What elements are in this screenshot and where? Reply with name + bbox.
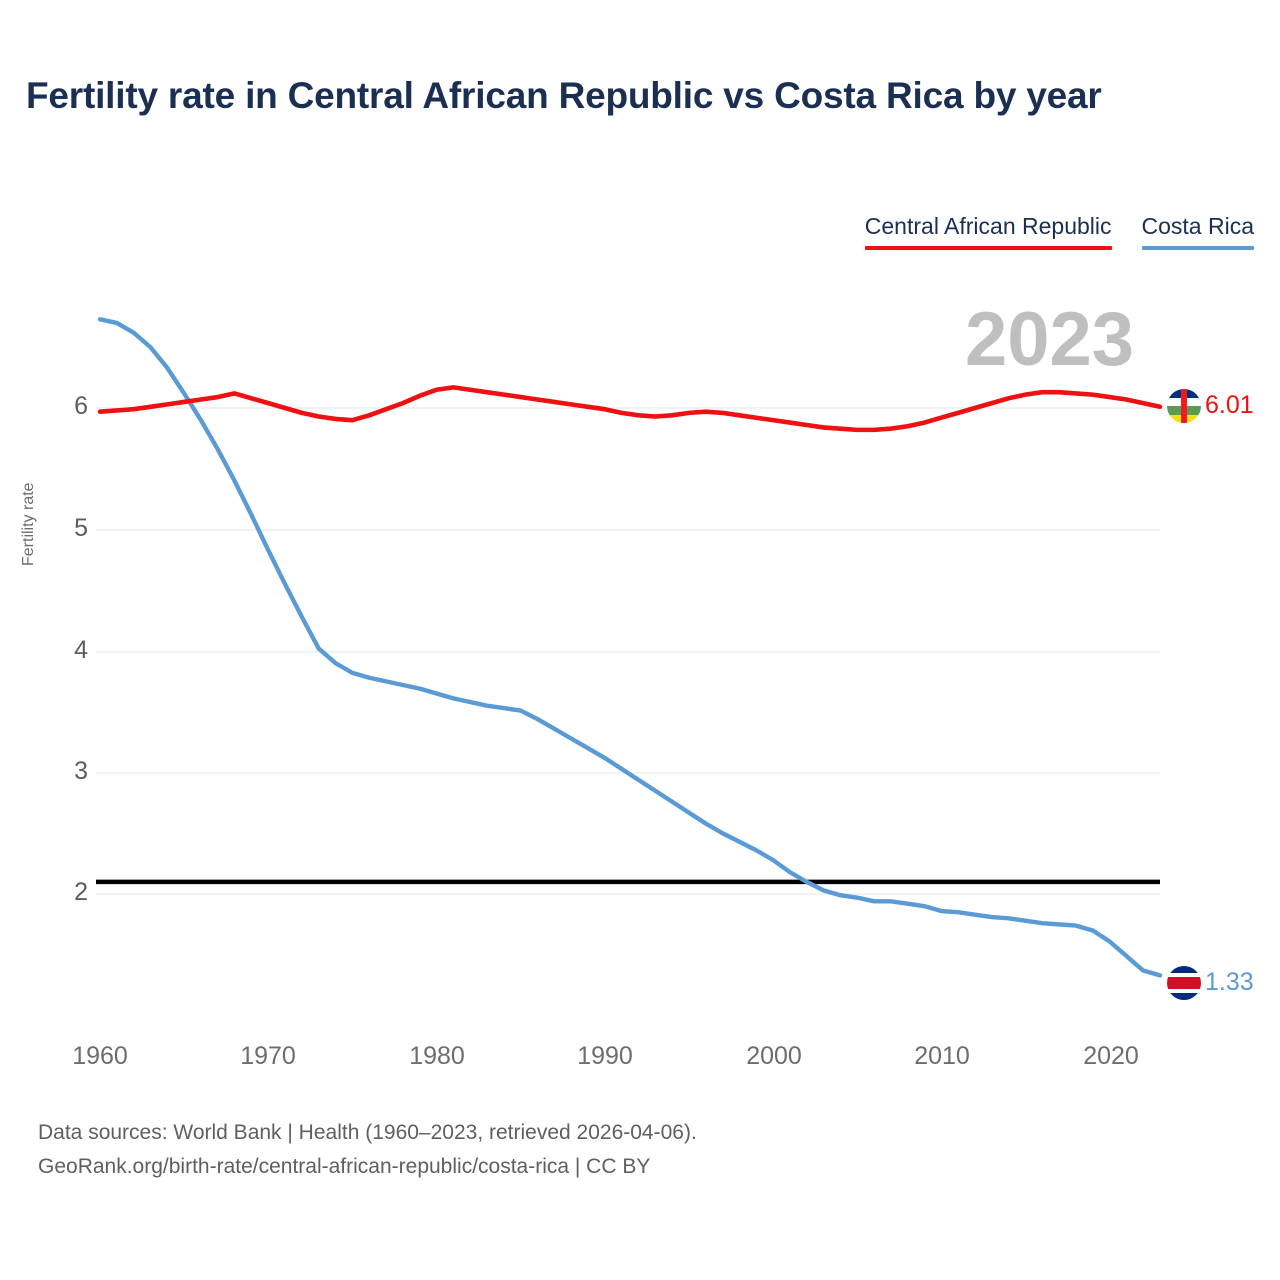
legend-item-costa-rica[interactable]: Costa Rica — [1141, 212, 1254, 250]
y-axis-title: Fertility rate — [20, 482, 37, 566]
x-tick-2010: 2010 — [914, 1042, 970, 1070]
series-line-central-african-republic — [97, 385, 1163, 433]
x-tick-1970: 1970 — [240, 1042, 296, 1070]
y-tick-2: 2 — [74, 878, 88, 906]
end-value-costa-rica: 1.33 — [1205, 968, 1254, 996]
central-african-republic-flag-icon — [1167, 389, 1201, 423]
footer-line-url: GeoRank.org/birth-rate/central-african-r… — [38, 1155, 651, 1179]
legend-item-car[interactable]: Central African Republic — [864, 212, 1112, 250]
page-title: Fertility rate in Central African Republ… — [26, 75, 1102, 116]
year-watermark: 2023 — [965, 297, 1135, 382]
end-value-central-african-republic: 6.01 — [1205, 391, 1254, 419]
x-tick-2020: 2020 — [1083, 1042, 1139, 1070]
x-tick-2000: 2000 — [746, 1042, 802, 1070]
chart-legend: Central African Republic Costa Rica — [864, 212, 1254, 250]
x-tick-1980: 1980 — [409, 1042, 465, 1070]
y-tick-5: 5 — [74, 514, 88, 542]
y-tick-4: 4 — [74, 636, 88, 664]
legend-label-car: Central African Republic — [864, 213, 1112, 239]
y-tick-3: 3 — [74, 757, 88, 785]
footer-line-sources: Data sources: World Bank | Health (1960–… — [38, 1121, 697, 1144]
x-tick-1960: 1960 — [72, 1042, 128, 1070]
costa-rica-flag-icon — [1167, 966, 1201, 1000]
y-tick-6: 6 — [74, 392, 88, 420]
legend-label-costa-rica: Costa Rica — [1141, 213, 1254, 239]
gridlines — [96, 407, 1160, 895]
footer-attribution: Data sources: World Bank | Health (1960–… — [38, 1116, 697, 1184]
series-line-costa-rica — [97, 317, 1163, 978]
x-tick-1990: 1990 — [577, 1042, 633, 1070]
legend-color-swatch-costa-rica — [1141, 245, 1254, 250]
legend-color-swatch-car — [864, 245, 1112, 250]
